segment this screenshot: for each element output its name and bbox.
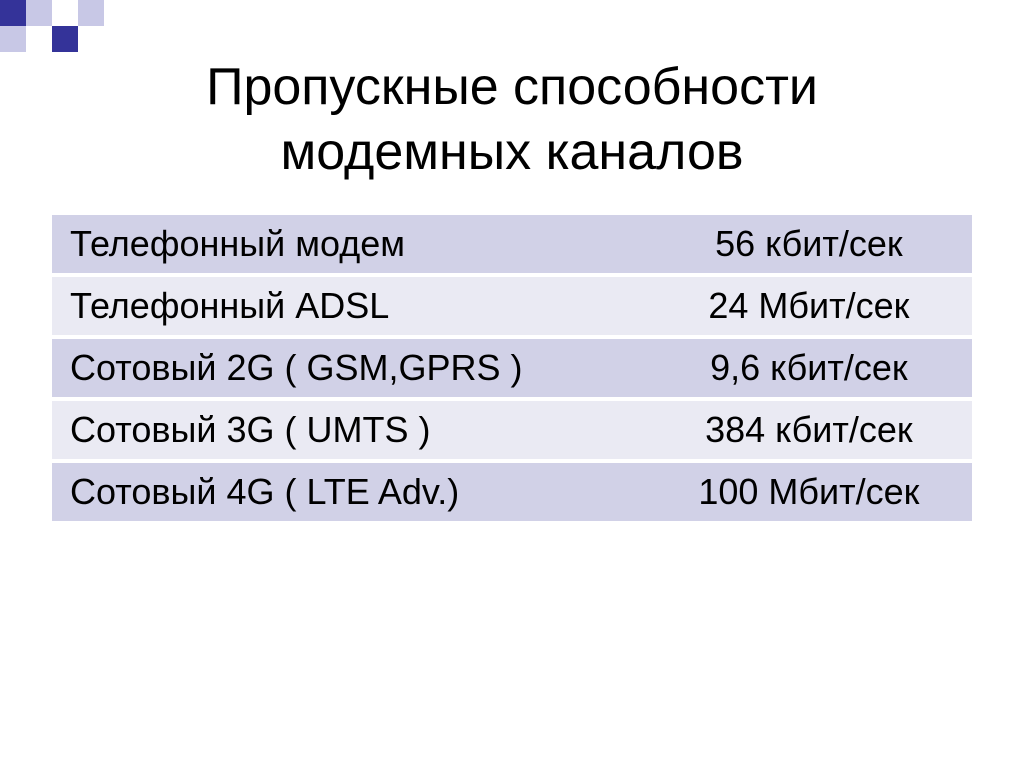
channel-name: Сотовый 2G ( GSM,GPRS ) (52, 337, 664, 399)
deco-square (52, 0, 78, 26)
table-row: Сотовый 4G ( LTE Adv.)100 Мбит/сек (52, 461, 972, 523)
title-line-2: модемных каналов (281, 123, 744, 181)
table-row: Сотовый 2G ( GSM,GPRS )9,6 кбит/сек (52, 337, 972, 399)
deco-square (26, 0, 52, 26)
channel-speed: 24 Мбит/сек (664, 275, 972, 337)
channel-speed: 384 кбит/сек (664, 399, 972, 461)
slide-title: Пропускные способности модемных каналов (0, 0, 1024, 185)
deco-square (0, 26, 26, 52)
deco-square (0, 0, 26, 26)
channel-speed: 100 Мбит/сек (664, 461, 972, 523)
deco-square (78, 0, 104, 26)
bandwidth-table-body: Телефонный модем56 кбит/секТелефонный AD… (52, 215, 972, 523)
channel-name: Телефонный модем (52, 215, 664, 275)
table-row: Сотовый 3G ( UMTS )384 кбит/сек (52, 399, 972, 461)
channel-name: Сотовый 3G ( UMTS ) (52, 399, 664, 461)
deco-square (26, 26, 52, 52)
channel-speed: 9,6 кбит/сек (664, 337, 972, 399)
table-row: Телефонный модем56 кбит/сек (52, 215, 972, 275)
channel-speed: 56 кбит/сек (664, 215, 972, 275)
corner-decoration (0, 0, 140, 60)
bandwidth-table: Телефонный модем56 кбит/секТелефонный AD… (52, 215, 972, 525)
deco-square (78, 26, 104, 52)
channel-name: Телефонный ADSL (52, 275, 664, 337)
channel-name: Сотовый 4G ( LTE Adv.) (52, 461, 664, 523)
title-line-1: Пропускные способности (206, 58, 818, 116)
deco-square (52, 26, 78, 52)
table-row: Телефонный ADSL24 Мбит/сек (52, 275, 972, 337)
